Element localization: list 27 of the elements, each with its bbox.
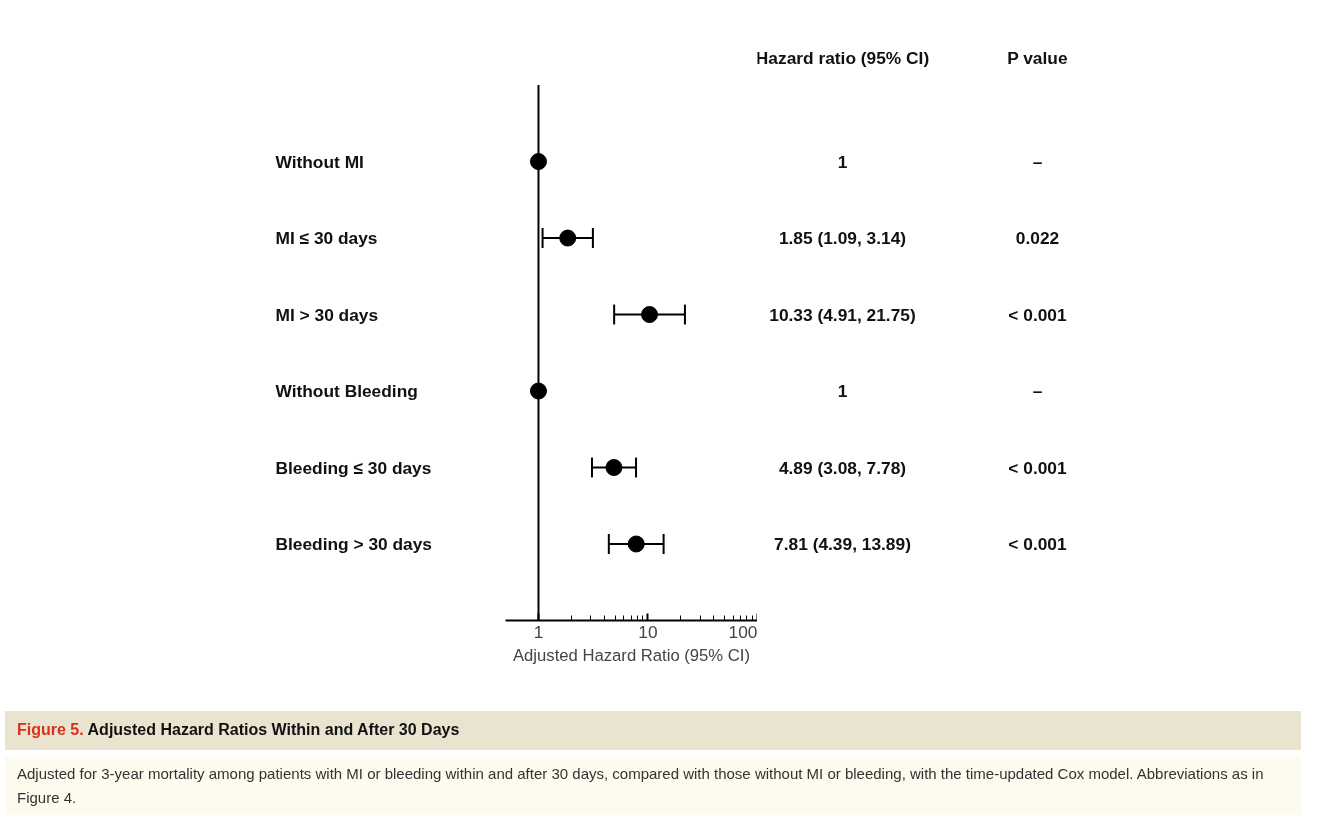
text: P value xyxy=(1007,48,1068,69)
text: < 0.001 xyxy=(1008,534,1068,555)
y-tick-label: Bleeding > 30 days xyxy=(275,534,433,555)
y-tick-label: Without Bleeding xyxy=(275,381,418,402)
text: 0.022 xyxy=(1015,228,1060,249)
text: Adjusted Hazard Ratios Within and After 30 Days xyxy=(87,721,460,738)
text: – xyxy=(1032,381,1043,402)
x-tick-label: 10 xyxy=(638,621,658,642)
text: 10.33 (4.91, 21.75) xyxy=(769,304,916,325)
text: 1.85 (1.09, 3.14) xyxy=(778,228,907,249)
x-tick-label: 1 xyxy=(533,621,544,642)
text: < 0.001 xyxy=(1008,457,1068,478)
y-tick-label: MI ≤ 30 days xyxy=(275,228,378,249)
text: – xyxy=(1032,151,1043,172)
text: 4.89 (3.08, 7.78) xyxy=(778,457,907,478)
y-tick-label: Without MI xyxy=(275,151,364,172)
caption: Figure 5. xyxy=(17,721,84,738)
text: Adjusted for 3-year mortality among patients with MI or bleeding within and after 30 days, compared with those without MI or bleeding, with the time-updated Cox model. Abbreviations as in Figure 4. xyxy=(5,757,1301,815)
text: 1 xyxy=(837,151,848,172)
text: 1 xyxy=(837,381,848,402)
y-tick-label: MI > 30 days xyxy=(275,304,379,325)
text: 7.81 (4.39, 13.89) xyxy=(774,534,911,555)
y-tick-label: Bleeding ≤ 30 days xyxy=(275,457,432,478)
x-tick-label: 100 xyxy=(728,621,758,642)
text: Hazard ratio (95% CI) xyxy=(755,48,930,69)
x-axis-title: Adjusted Hazard Ratio (95% CI) xyxy=(513,645,750,665)
text: < 0.001 xyxy=(1008,304,1068,325)
